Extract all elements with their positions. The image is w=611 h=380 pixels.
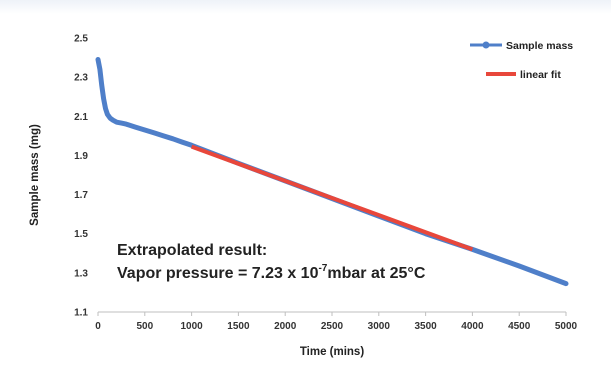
legend-label-sample-mass: Sample mass	[506, 40, 573, 52]
annotation-exponent: -7	[318, 263, 327, 274]
x-tick-label: 5000	[555, 321, 578, 332]
x-axis-label: Time (mins)	[300, 346, 364, 358]
legend-entry-sample-mass: Sample mass	[470, 40, 573, 52]
legend: Sample mass linear fit	[470, 40, 573, 81]
legend-marker-sample-mass	[482, 41, 490, 49]
y-tick-label: 1.3	[74, 268, 88, 279]
y-tick-label: 2.5	[74, 34, 88, 45]
y-axis-label: Sample mass (mg)	[29, 124, 41, 226]
y-tick-label: 2.3	[74, 73, 88, 84]
y-tick-label: 2.1	[74, 112, 88, 123]
chart-card: 1.1 1.3 1.5 1.7 1.9 2.1 2.3 2.5 0 500 1000 1500 200…	[10, 14, 600, 372]
x-tick-label: 1000	[180, 321, 203, 332]
y-tick-label: 1.9	[74, 151, 88, 162]
x-tick-label: 3500	[414, 321, 437, 332]
annotation-prefix: Vapor pressure = 7.23 x 10	[117, 265, 319, 282]
series-layer	[95, 57, 569, 287]
x-tick-label: 4000	[461, 321, 484, 332]
y-tick-label: 1.5	[74, 229, 88, 240]
y-axis-ticks: 1.1 1.3 1.5 1.7 1.9 2.1 2.3 2.5	[74, 34, 88, 319]
annotation-line-2: Vapor pressure = 7.23 x 10-7mbar at 25°C	[117, 263, 426, 282]
x-tick-label: 3000	[368, 321, 391, 332]
y-tick-label: 1.1	[74, 308, 88, 319]
x-tick-label: 4500	[508, 321, 531, 332]
y-tick-label: 1.7	[74, 190, 88, 201]
x-tick-label: 2000	[274, 321, 297, 332]
legend-entry-linear-fit: linear fit	[486, 69, 561, 81]
series-line-linear-fit	[190, 144, 474, 252]
annotation-line-1: Extrapolated result:	[117, 242, 267, 259]
annotation: Extrapolated result: Vapor pressure = 7.…	[117, 242, 426, 282]
x-tick-label: 0	[95, 321, 101, 332]
x-tick-label: 1500	[227, 321, 250, 332]
x-tick-label: 2500	[321, 321, 344, 332]
annotation-suffix: mbar at 25°C	[327, 265, 425, 282]
line-chart: 1.1 1.3 1.5 1.7 1.9 2.1 2.3 2.5 0 500 1000 1500 200…	[29, 34, 578, 359]
x-tick-label: 500	[136, 321, 153, 332]
x-axis-ticks: 0 500 1000 1500 2000 2500 3000 3500 4000 4500 5000	[95, 312, 578, 332]
legend-label-linear-fit: linear fit	[520, 69, 561, 81]
